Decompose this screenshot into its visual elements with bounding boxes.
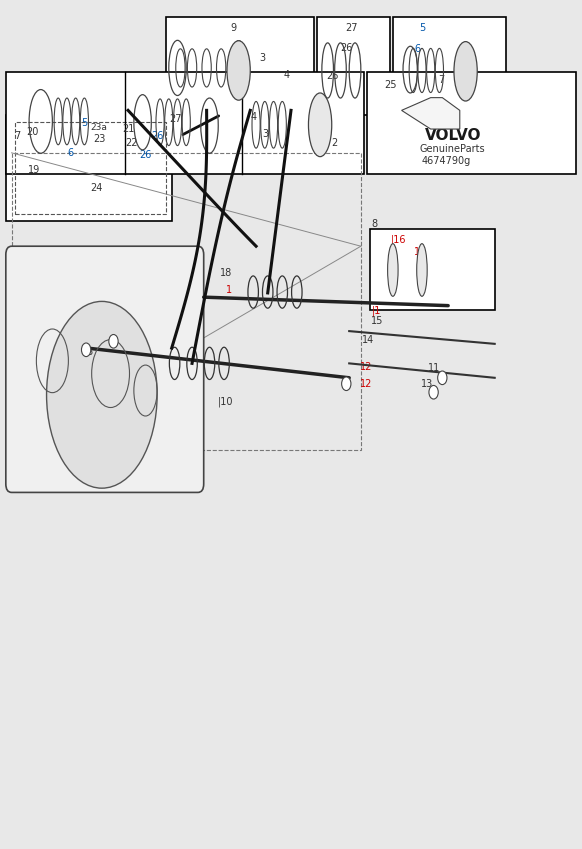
Circle shape: [81, 343, 91, 357]
Text: 3: 3: [262, 129, 268, 139]
Text: 18: 18: [220, 268, 232, 278]
Text: 2: 2: [332, 138, 338, 148]
Bar: [393, 17, 506, 115]
Text: 17: 17: [414, 247, 427, 257]
Ellipse shape: [417, 244, 427, 296]
Text: 12: 12: [360, 379, 372, 389]
Ellipse shape: [47, 301, 157, 488]
Text: 23a: 23a: [90, 123, 107, 132]
Ellipse shape: [227, 41, 250, 100]
Text: 26: 26: [151, 131, 164, 141]
Text: GenuineParts: GenuineParts: [419, 144, 485, 155]
Text: 5: 5: [81, 118, 88, 128]
Text: 26: 26: [326, 71, 338, 82]
Bar: [166, 17, 314, 115]
Text: 23: 23: [93, 134, 105, 144]
Bar: [12, 153, 361, 450]
Bar: [370, 229, 495, 310]
Text: 4: 4: [284, 70, 290, 80]
Ellipse shape: [388, 244, 398, 296]
Text: 11: 11: [428, 363, 440, 374]
Text: 6: 6: [414, 44, 421, 54]
Text: 9: 9: [230, 23, 236, 33]
Circle shape: [438, 371, 447, 385]
Ellipse shape: [308, 93, 332, 156]
Circle shape: [342, 377, 351, 391]
FancyBboxPatch shape: [6, 246, 204, 492]
Circle shape: [109, 335, 118, 348]
Text: |16: |16: [391, 234, 407, 245]
Polygon shape: [402, 98, 460, 129]
Text: 22: 22: [125, 138, 137, 149]
Bar: [367, 72, 576, 174]
Text: VOLVO: VOLVO: [425, 128, 481, 143]
Text: 26: 26: [140, 149, 152, 160]
Text: 1: 1: [226, 285, 232, 295]
Text: 25: 25: [384, 80, 396, 90]
Text: 27: 27: [346, 23, 358, 33]
Text: 26: 26: [340, 42, 352, 53]
Text: 2: 2: [236, 40, 242, 50]
Text: 4: 4: [250, 112, 257, 122]
Circle shape: [429, 385, 438, 399]
Text: 5: 5: [419, 23, 425, 33]
Text: 14: 14: [362, 335, 374, 345]
Text: 8: 8: [86, 347, 93, 357]
Ellipse shape: [454, 42, 477, 101]
Bar: [15, 122, 166, 214]
Text: 20: 20: [26, 127, 38, 137]
Text: 13: 13: [421, 379, 433, 389]
Text: |1: |1: [371, 306, 381, 316]
Bar: [317, 17, 390, 115]
Bar: [6, 72, 364, 174]
Text: 3: 3: [259, 53, 265, 63]
Text: 21: 21: [122, 124, 134, 134]
Text: 27: 27: [169, 114, 181, 124]
Text: 7: 7: [438, 75, 445, 85]
Text: 12: 12: [360, 362, 372, 372]
Text: 6: 6: [67, 148, 73, 158]
Text: 8: 8: [371, 219, 378, 229]
Text: 4674790g: 4674790g: [422, 156, 471, 166]
Text: 9: 9: [317, 112, 324, 122]
Text: 19: 19: [28, 165, 40, 175]
Text: 15: 15: [371, 316, 384, 326]
Text: 7: 7: [15, 131, 21, 141]
Bar: [6, 115, 172, 221]
Text: |10: |10: [218, 396, 234, 407]
Text: 24: 24: [90, 183, 102, 194]
